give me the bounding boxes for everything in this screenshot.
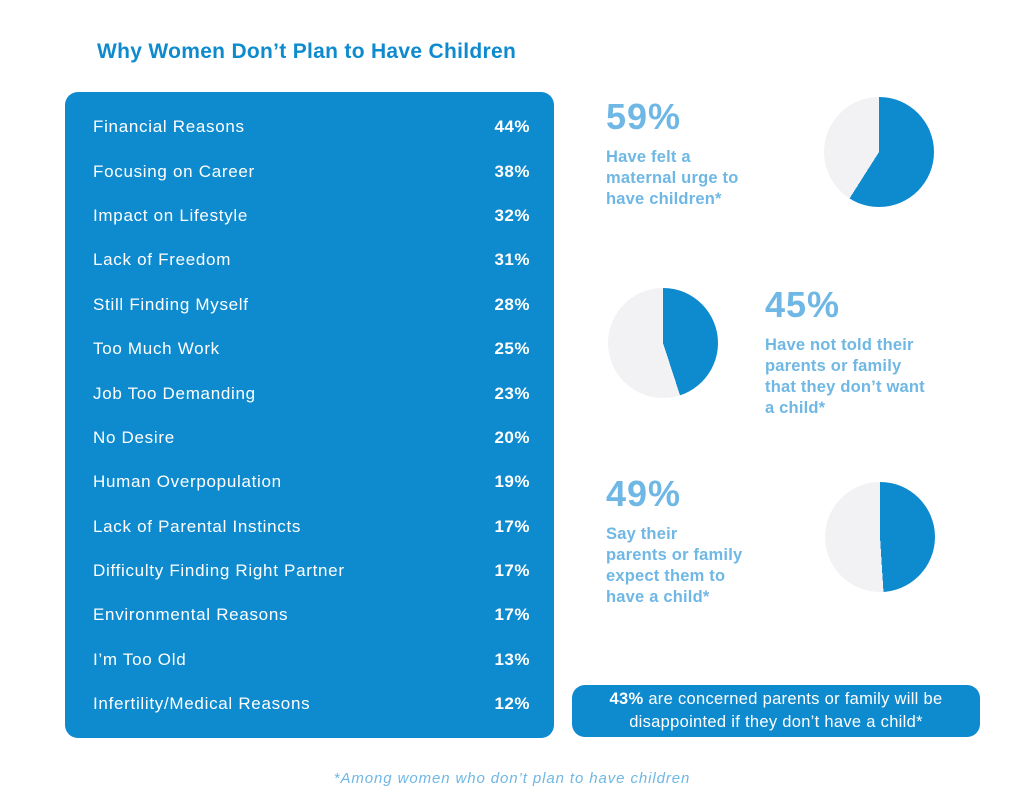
reason-label: Too Much Work: [93, 339, 220, 359]
list-item: Job Too Demanding 23%: [65, 371, 554, 415]
list-item: Difficulty Finding Right Partner 17%: [65, 549, 554, 593]
list-item: Impact on Lifestyle 32%: [65, 194, 554, 238]
reason-percentage: 32%: [494, 205, 530, 225]
list-item: Lack of Freedom 31%: [65, 238, 554, 282]
list-item: Human Overpopulation 19%: [65, 460, 554, 504]
reason-percentage: 31%: [494, 250, 530, 270]
list-item: Lack of Parental Instincts 17%: [65, 505, 554, 549]
reason-percentage: 12%: [494, 694, 530, 714]
reason-percentage: 23%: [494, 383, 530, 403]
footnote: *Among women who don’t plan to have chil…: [333, 770, 691, 787]
reasons-panel: Financial Reasons 44% Focusing on Career…: [65, 92, 554, 738]
banner-highlight: 43%: [609, 690, 644, 708]
list-item: I’m Too Old 13%: [65, 638, 554, 682]
reason-label: Still Finding Myself: [93, 294, 249, 314]
banner-disappointed-stat: 43% are concerned parents or family will…: [572, 685, 980, 737]
pie-chart-maternal-urge: [824, 97, 934, 207]
reason-label: Focusing on Career: [93, 161, 255, 181]
list-item: Focusing on Career 38%: [65, 149, 554, 193]
reason-percentage: 44%: [494, 117, 530, 137]
stat-maternal-urge: 59% Have felt a maternal urge to have ch…: [606, 99, 738, 210]
reason-label: Environmental Reasons: [93, 605, 289, 625]
reason-label: Financial Reasons: [93, 117, 245, 137]
page-title: Why Women Don’t Plan to Have Children: [97, 40, 517, 63]
list-item: No Desire 20%: [65, 416, 554, 460]
list-item: Too Much Work 25%: [65, 327, 554, 371]
stat-description: Have not told their parents or family th…: [765, 336, 925, 417]
stat-description: Say their parents or family expect them …: [606, 525, 743, 606]
reason-label: Human Overpopulation: [93, 472, 282, 492]
reason-label: I’m Too Old: [93, 649, 187, 669]
reason-percentage: 13%: [494, 649, 530, 669]
stat-description: Have felt a maternal urge to have childr…: [606, 148, 739, 208]
banner-rest: are concerned parents or family will be …: [629, 690, 943, 731]
reason-percentage: 17%: [494, 561, 530, 581]
pie-chart-family-expectation: [825, 482, 935, 592]
pie-chart-not-told-family: [608, 288, 718, 398]
reason-label: Lack of Parental Instincts: [93, 516, 302, 536]
list-item: Infertility/Medical Reasons 12%: [65, 682, 554, 726]
stat-number: 45%: [765, 284, 841, 325]
reason-label: No Desire: [93, 427, 175, 447]
reason-percentage: 17%: [494, 605, 530, 625]
list-item: Still Finding Myself 28%: [65, 283, 554, 327]
reason-label: Infertility/Medical Reasons: [93, 694, 311, 714]
list-item: Environmental Reasons 17%: [65, 593, 554, 637]
reason-percentage: 28%: [494, 294, 530, 314]
reason-percentage: 25%: [494, 339, 530, 359]
banner-text: 43% are concerned parents or family will…: [600, 688, 952, 734]
stat-family-expectation: 49% Say their parents or family expect t…: [606, 476, 742, 608]
reason-label: Impact on Lifestyle: [93, 205, 249, 225]
reason-label: Lack of Freedom: [93, 250, 232, 270]
reasons-list: Financial Reasons 44% Focusing on Career…: [65, 92, 554, 726]
reason-percentage: 20%: [494, 427, 530, 447]
reason-percentage: 17%: [494, 516, 530, 536]
stat-number: 49%: [606, 473, 682, 514]
reason-label: Job Too Demanding: [93, 383, 256, 403]
reason-label: Difficulty Finding Right Partner: [93, 561, 345, 581]
stat-number: 59%: [606, 96, 682, 137]
reason-percentage: 19%: [494, 472, 530, 492]
stat-not-told-family: 45% Have not told their parents or famil…: [765, 287, 925, 419]
reason-percentage: 38%: [494, 161, 530, 181]
list-item: Financial Reasons 44%: [65, 105, 554, 149]
